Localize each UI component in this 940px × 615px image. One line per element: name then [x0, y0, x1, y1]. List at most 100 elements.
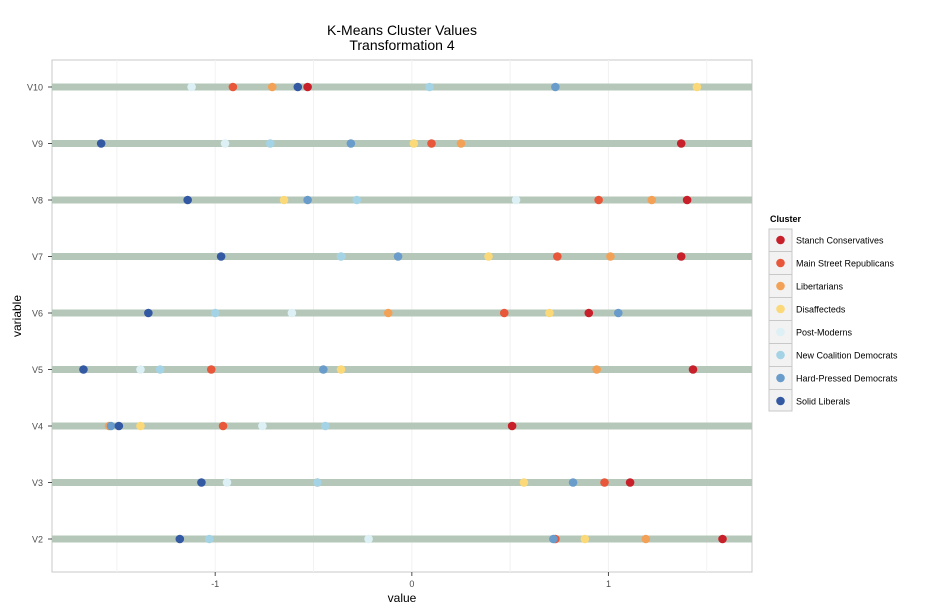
legend-label: Main Street Republicans	[796, 259, 895, 269]
data-point	[183, 195, 192, 205]
x-axis-title: value	[388, 591, 417, 605]
data-point	[258, 421, 267, 431]
data-point	[718, 534, 727, 544]
chart-subtitle: Transformation 4	[349, 37, 455, 53]
data-point	[210, 308, 220, 318]
legend-label: Libertarians	[796, 282, 844, 292]
y-tick-label: V9	[32, 139, 43, 149]
y-tick-label: V2	[32, 535, 43, 545]
data-point	[553, 252, 562, 261]
data-point	[352, 195, 362, 205]
data-point	[287, 308, 297, 318]
data-point	[206, 365, 216, 374]
legend-label: Disaffecteds	[796, 305, 846, 315]
data-point	[222, 478, 232, 487]
data-point	[688, 365, 698, 374]
data-point	[279, 195, 289, 205]
data-point	[511, 195, 521, 205]
y-tick-label: V5	[32, 365, 43, 375]
y-axis-title: variable	[10, 295, 24, 337]
y-tick-label: V6	[32, 309, 43, 319]
data-point	[641, 534, 651, 544]
x-tick-label: 0	[409, 579, 414, 589]
data-point	[613, 308, 623, 318]
data-point	[692, 82, 702, 92]
data-point	[114, 421, 124, 431]
data-point	[136, 365, 145, 374]
data-point	[346, 139, 356, 148]
legend: Cluster Stanch Conservatives Main Street …	[768, 214, 898, 412]
legend-key	[776, 258, 785, 268]
data-point	[321, 421, 330, 431]
data-point	[197, 478, 206, 487]
data-point	[205, 534, 214, 544]
data-point	[187, 82, 196, 92]
data-point	[364, 534, 373, 544]
data-point	[594, 195, 603, 205]
y-tick-label: V10	[27, 83, 43, 93]
data-point	[600, 478, 609, 487]
data-points	[79, 82, 727, 544]
data-point	[96, 139, 106, 148]
data-point	[220, 139, 230, 148]
data-point	[216, 252, 226, 261]
legend-label: Hard-Pressed Democrats	[796, 374, 898, 384]
x-tick-labels: -1 0 1	[211, 572, 611, 589]
data-point	[580, 534, 590, 544]
data-point	[267, 82, 277, 92]
data-point	[293, 82, 303, 92]
data-point	[265, 139, 275, 148]
y-tick-label: V7	[32, 252, 43, 262]
data-point	[425, 82, 434, 92]
data-point	[303, 82, 312, 92]
x-tick-label: 1	[606, 579, 611, 589]
legend-label: New Coalition Democrats	[796, 351, 898, 361]
data-point	[519, 478, 529, 487]
legend-label: Solid Liberals	[796, 397, 851, 407]
data-point	[676, 139, 686, 148]
data-point	[484, 252, 493, 261]
data-point	[499, 308, 509, 318]
data-point	[228, 82, 238, 92]
data-point	[592, 365, 601, 374]
data-point	[427, 139, 436, 148]
legend-items: Stanch Conservatives Main Street Republic…	[768, 228, 898, 412]
data-point	[456, 139, 466, 148]
chart-title: K-Means Cluster Values	[327, 22, 477, 38]
legend-title: Cluster	[770, 214, 802, 224]
legend-key	[776, 304, 785, 314]
y-tick-label: V3	[32, 478, 43, 488]
data-point	[106, 421, 116, 431]
legend-key	[776, 396, 785, 406]
data-point	[676, 252, 686, 261]
legend-key	[776, 281, 785, 291]
data-point	[79, 365, 88, 374]
data-point	[155, 365, 165, 374]
data-point	[336, 365, 346, 374]
data-point	[625, 478, 635, 487]
data-point	[336, 252, 346, 261]
data-point	[313, 478, 322, 487]
data-point	[175, 534, 185, 544]
data-point	[303, 195, 312, 205]
y-tick-labels: V2 V3 V4 V5 V6 V7 V8 V9 V10	[27, 83, 52, 545]
legend-key	[776, 373, 785, 383]
data-point	[144, 308, 153, 318]
data-point	[584, 308, 594, 318]
legend-label: Post-Moderns	[796, 328, 853, 338]
data-point	[218, 421, 228, 431]
y-tick-label: V8	[32, 196, 43, 206]
data-point	[136, 421, 145, 431]
legend-key	[776, 327, 785, 337]
x-tick-label: -1	[211, 579, 219, 589]
data-point	[682, 195, 692, 205]
legend-key	[776, 235, 785, 245]
data-point	[409, 139, 419, 148]
category-bands	[52, 83, 752, 543]
data-point	[319, 365, 328, 374]
data-point	[551, 82, 560, 92]
data-point	[549, 534, 558, 544]
data-point	[507, 421, 517, 431]
